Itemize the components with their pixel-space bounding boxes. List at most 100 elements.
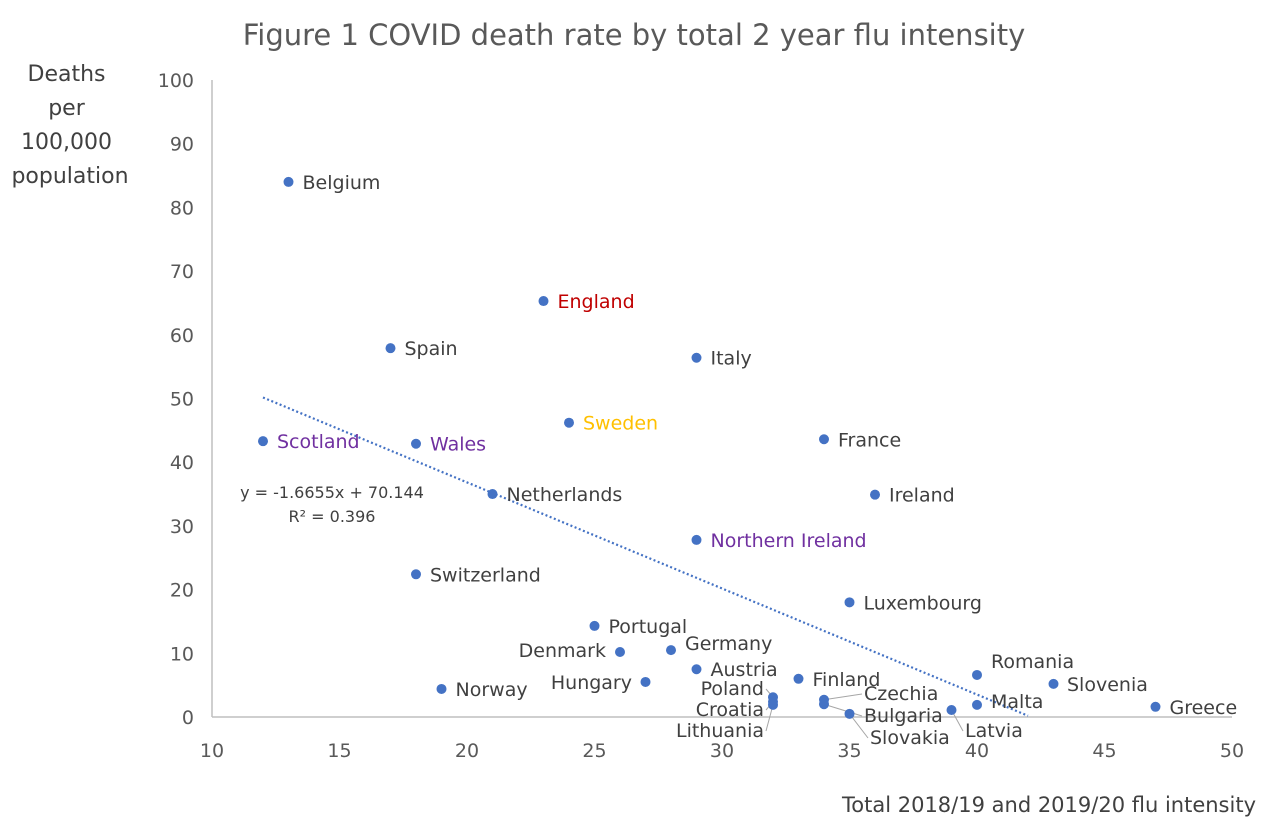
point-label: Poland xyxy=(701,678,764,700)
trendline xyxy=(262,396,1029,717)
x-tick-label: 30 xyxy=(710,740,734,762)
y-axis-title-line: per xyxy=(48,96,86,121)
point-label: Spain xyxy=(405,338,458,360)
x-tick-label: 45 xyxy=(1092,740,1116,762)
y-tick-label: 100 xyxy=(158,70,194,92)
point-marker xyxy=(615,647,625,658)
point-label: England xyxy=(558,291,635,313)
point-marker xyxy=(258,436,268,447)
y-axis-title: Deaths per 100,000 population xyxy=(11,62,128,189)
data-point: Italy xyxy=(691,348,752,370)
x-tick-label: 20 xyxy=(455,740,479,762)
point-label: Ireland xyxy=(889,485,955,507)
x-tick-label: 15 xyxy=(327,740,351,762)
trendline-r2: R² = 0.396 xyxy=(289,507,376,526)
data-point: Lithuania xyxy=(676,699,778,742)
label-leader-line xyxy=(849,713,869,739)
point-label: Norway xyxy=(456,679,528,701)
data-point: Finland xyxy=(793,669,881,691)
point-label: Netherlands xyxy=(507,484,623,506)
data-point: Scotland xyxy=(258,431,360,453)
point-marker xyxy=(1150,701,1161,712)
data-point: Spain xyxy=(385,338,458,360)
point-label: Czechia xyxy=(864,683,938,705)
y-axis-title-line: population xyxy=(11,164,128,189)
y-tick-label: 0 xyxy=(182,707,194,729)
point-marker xyxy=(385,343,396,354)
point-marker xyxy=(564,417,574,428)
point-label: Northern Ireland xyxy=(711,530,867,552)
data-point: Romania xyxy=(972,651,1074,680)
y-tick-label: 90 xyxy=(170,134,194,156)
point-label: Malta xyxy=(991,691,1043,713)
x-tick-label: 35 xyxy=(837,740,861,762)
point-marker xyxy=(1048,678,1059,689)
y-tick-label: 20 xyxy=(170,580,194,602)
data-point: Latvia xyxy=(946,704,1023,742)
data-point: Northern Ireland xyxy=(691,530,867,552)
data-point: France xyxy=(819,429,901,451)
x-tick-label: 25 xyxy=(582,740,606,762)
x-tick-label: 40 xyxy=(965,740,989,762)
x-tick-label: 50 xyxy=(1220,740,1244,762)
point-label: Slovenia xyxy=(1067,674,1148,696)
data-point: Switzerland xyxy=(411,564,541,586)
point-marker xyxy=(411,569,421,580)
y-tick-label: 70 xyxy=(170,261,194,283)
point-label: Hungary xyxy=(551,672,632,694)
data-point: Denmark xyxy=(519,640,625,662)
point-marker xyxy=(768,699,778,710)
y-tick-label: 30 xyxy=(170,516,194,538)
data-point: Austria xyxy=(691,659,778,681)
point-label: Croatia xyxy=(696,699,764,721)
y-axis-title-line: 100,000 xyxy=(21,130,112,155)
point-label: Belgium xyxy=(303,172,381,194)
point-label: Greece xyxy=(1170,697,1238,719)
y-tick-label: 40 xyxy=(170,452,194,474)
data-point: Norway xyxy=(436,679,528,701)
point-label: Finland xyxy=(813,669,881,691)
trendline-equation: y = -1.6655x + 70.144 xyxy=(240,483,424,502)
point-label: Sweden xyxy=(583,413,658,435)
point-label: Italy xyxy=(711,348,752,370)
label-leader-line xyxy=(823,693,863,701)
point-label: Lithuania xyxy=(676,720,764,742)
data-point: Malta xyxy=(972,691,1043,713)
x-tick-label: 10 xyxy=(200,740,224,762)
data-point: Hungary xyxy=(551,672,651,694)
point-marker xyxy=(589,620,600,631)
data-point: Luxembourg xyxy=(844,592,982,614)
point-label: Romania xyxy=(991,651,1074,673)
point-marker xyxy=(691,664,702,675)
data-point: Portugal xyxy=(589,616,688,638)
point-label: France xyxy=(838,429,901,451)
point-label: Denmark xyxy=(519,640,606,662)
chart-title: Figure 1 COVID death rate by total 2 yea… xyxy=(243,18,1026,52)
point-marker xyxy=(640,676,651,687)
point-marker xyxy=(666,645,676,656)
label-leader-line xyxy=(823,703,863,717)
point-label: Switzerland xyxy=(430,564,541,586)
data-point: Slovakia xyxy=(844,708,950,749)
data-point: Wales xyxy=(411,434,486,456)
y-tick-label: 10 xyxy=(170,643,194,665)
point-marker xyxy=(691,534,702,545)
point-marker xyxy=(870,489,880,500)
point-label: Scotland xyxy=(277,431,360,453)
data-point: Bulgaria xyxy=(819,699,943,727)
point-marker xyxy=(844,708,855,719)
data-point: Slovenia xyxy=(1048,674,1148,696)
point-label: Luxembourg xyxy=(864,592,982,614)
point-label: Germany xyxy=(685,633,772,655)
point-label: Austria xyxy=(711,659,778,681)
point-marker xyxy=(411,438,421,449)
point-marker xyxy=(972,699,982,710)
y-axis-title-line: Deaths xyxy=(28,62,106,87)
point-label: Portugal xyxy=(609,616,688,638)
x-axis-title: Total 2018/19 and 2019/20 flu intensity xyxy=(841,793,1256,817)
point-marker xyxy=(793,673,804,684)
point-marker xyxy=(538,296,549,307)
point-marker xyxy=(691,352,702,363)
point-marker xyxy=(487,489,498,500)
